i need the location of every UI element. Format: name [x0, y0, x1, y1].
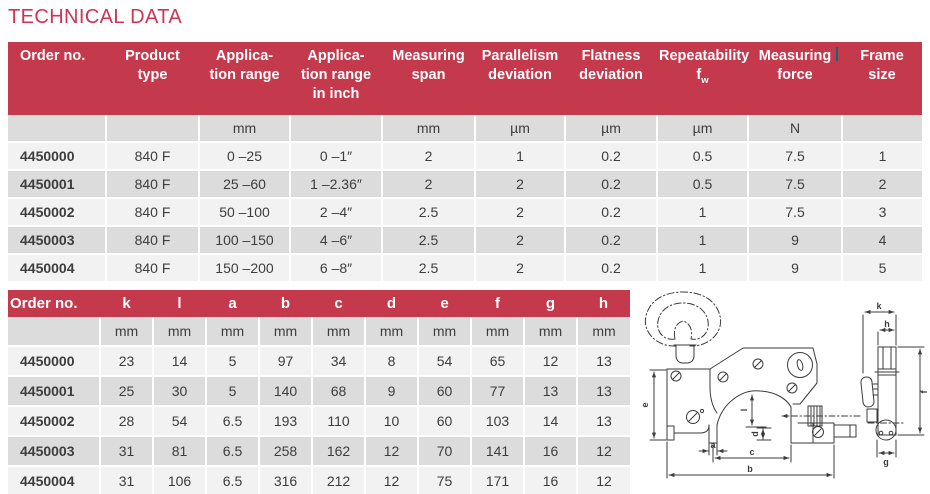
order-no: 4450002 [8, 198, 107, 227]
table-row: 4450003 840 F 100 –150 4 –6″ 2.5 2 0.2 1… [8, 226, 922, 255]
dim-label-d: d [750, 431, 760, 437]
order-no: 4450004 [8, 466, 101, 494]
table-row: 4450003 31 81 6.5 258 162 12 70 141 16 1… [8, 436, 630, 467]
order-no: 4450003 [8, 226, 107, 255]
col-header-g: g [524, 290, 577, 317]
dim-label-g: g [883, 457, 889, 467]
text-cursor-artifact [836, 47, 838, 61]
col-header-h: h [577, 290, 630, 317]
table-row: 4450004 840 F 150 –200 6 –8″ 2.5 2 0.2 1… [8, 254, 922, 283]
side-view: k h f g [860, 301, 929, 467]
table-row: 4450001 25 30 5 140 68 9 60 77 13 13 [8, 376, 630, 407]
dim-label-h: h [884, 319, 890, 329]
order-no: 4450001 [8, 376, 101, 407]
page-title: TECHNICAL DATA [8, 6, 183, 28]
dimension-a [698, 442, 728, 456]
col-header-product-type: Product type [106, 42, 199, 115]
table-row: 4450000 23 14 5 97 34 8 54 65 12 13 [8, 346, 630, 377]
dimension-g [876, 439, 897, 458]
order-no: 4450000 [8, 142, 107, 171]
dimensions-table: Order no. k l a b c d e f g h mm mm mm m… [8, 290, 630, 494]
dim-label-a: a [710, 440, 716, 450]
dim-label-e: e [640, 402, 650, 407]
order-no: 4450000 [8, 346, 101, 377]
dimension-c [712, 444, 792, 463]
col-header-l: l [153, 290, 206, 317]
col-header-flatness-deviation: Flatness deviation [565, 42, 657, 115]
col-header-f: f [471, 290, 524, 317]
dim-label-f: f [919, 390, 929, 394]
dim-label-c: c [749, 447, 754, 457]
col-header-measuring-force: Measuring force [748, 42, 842, 115]
technical-data-table: Order no. Product type Applica- tion ran… [8, 42, 922, 283]
side-body [860, 346, 905, 441]
handle-outline [644, 291, 722, 347]
table-row: 4450001 840 F 25 –60 1 –2.36″ 2 2 0.2 0.… [8, 170, 922, 199]
dimension-d [756, 427, 772, 441]
col-header-k: k [100, 290, 153, 317]
col-header-measuring-span: Measuring span [382, 42, 475, 115]
order-no: 4450003 [8, 436, 101, 467]
dimension-k [862, 309, 897, 374]
order-no: 4450002 [8, 406, 101, 437]
table-header-row: Order no. Product type Applica- tion ran… [8, 42, 922, 115]
col-header-order-no: Order no. [8, 42, 106, 115]
units-row: mm mm mm mm mm mm mm mm mm mm [8, 317, 630, 347]
col-header-c: c [312, 290, 365, 317]
dim-label-b: b [747, 464, 753, 474]
order-no: 4450004 [8, 254, 107, 283]
front-view: e l d a c b [640, 291, 861, 479]
dimension-l [745, 394, 767, 428]
indicator-mount [787, 352, 813, 378]
col-header-application-range-inch: Applica- tion range in inch [290, 42, 382, 115]
col-header-parallelism-deviation: Parallelism deviation [475, 42, 565, 115]
frame-body [666, 347, 861, 444]
dimension-b [666, 441, 835, 479]
table-header-row: Order no. k l a b c d e f g h [8, 290, 630, 317]
col-header-repeatability: Repeatability fw [657, 42, 749, 115]
col-header-e: e [418, 290, 471, 317]
col-header-b: b [259, 290, 312, 317]
units-row: mm mm µm µm µm N [8, 115, 922, 143]
dim-label-l: l [739, 409, 749, 412]
technical-drawing: e l d a c b [630, 285, 930, 494]
table-row: 4450000 840 F 0 –25 0 –1″ 2 1 0.2 0.5 7.… [8, 142, 922, 171]
screw-icons [670, 358, 824, 438]
order-no: 4450001 [8, 170, 107, 199]
col-header-a: a [206, 290, 259, 317]
handle-stem [673, 344, 697, 364]
dimension-h [877, 327, 895, 346]
dimension-f [897, 346, 925, 436]
table-row: 4450002 840 F 50 –100 2 –4″ 2.5 2 0.2 1 … [8, 198, 922, 227]
table-row: 4450004 31 106 6.5 316 212 12 75 171 16 … [8, 466, 630, 494]
dimension-e [649, 369, 667, 441]
table-row: 4450002 28 54 6.5 193 110 10 60 103 14 1… [8, 406, 630, 437]
col-header-frame-size: Frame size [842, 42, 922, 115]
dim-label-k: k [876, 301, 882, 311]
col-header-order-no: Order no. [8, 290, 100, 317]
col-header-d: d [365, 290, 418, 317]
col-header-application-range: Applica- tion range [199, 42, 290, 115]
